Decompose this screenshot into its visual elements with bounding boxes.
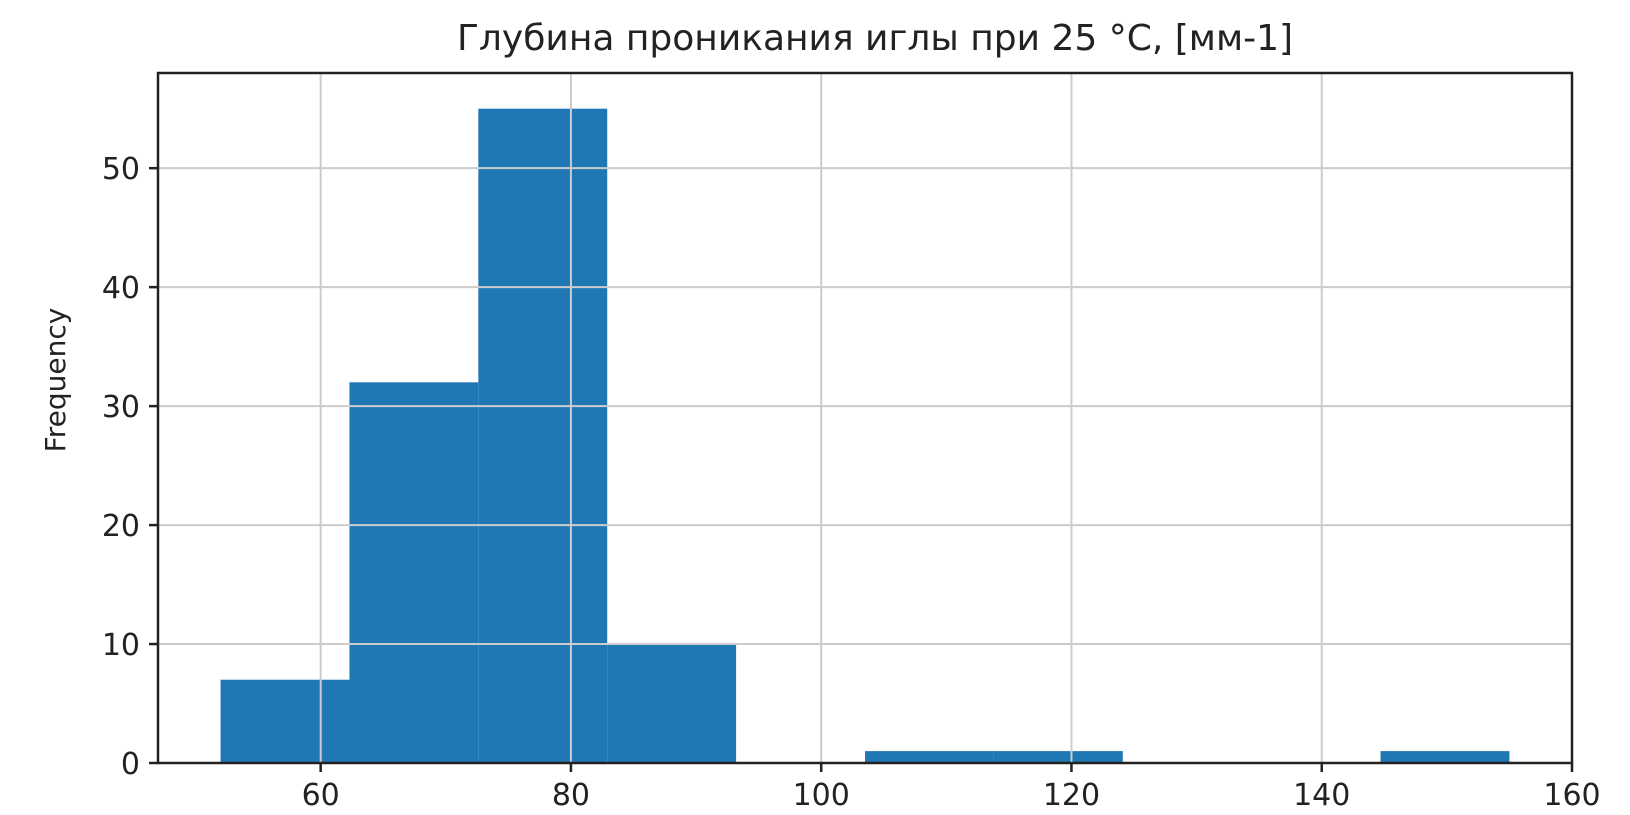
x-axis: 60 80 100 120 140 160	[302, 763, 1601, 813]
x-tick-label: 160	[1543, 778, 1600, 813]
y-tick-label: 40	[102, 271, 140, 306]
y-tick-label: 50	[102, 152, 140, 187]
y-tick-label: 20	[102, 509, 140, 544]
histogram-bar-6	[993, 751, 1123, 763]
y-tick-label: 0	[121, 747, 140, 782]
histogram-bar-2	[478, 108, 608, 764]
y-axis: 0 10 20 30 40 50	[102, 152, 158, 782]
x-tick-label: 140	[1293, 778, 1350, 813]
histogram-bar-1	[349, 382, 479, 763]
x-tick-label: 120	[1043, 778, 1100, 813]
y-tick-label: 30	[102, 390, 140, 425]
x-tick-label: 100	[793, 778, 850, 813]
plot-frame	[156, 71, 1574, 765]
y-axis-label: Frequency	[39, 308, 72, 453]
chart-title: Глубина проникания иглы при 25 °С, [мм-1…	[457, 18, 1293, 59]
bars	[220, 108, 1510, 764]
x-tick-label: 80	[552, 778, 590, 813]
histogram-bar-3	[607, 644, 737, 763]
histogram-bar-5	[865, 751, 994, 763]
histogram-bar-9	[1380, 751, 1510, 763]
histogram-bar-0	[220, 679, 350, 763]
y-tick-label: 10	[102, 628, 140, 663]
x-tick-label: 60	[302, 778, 340, 813]
